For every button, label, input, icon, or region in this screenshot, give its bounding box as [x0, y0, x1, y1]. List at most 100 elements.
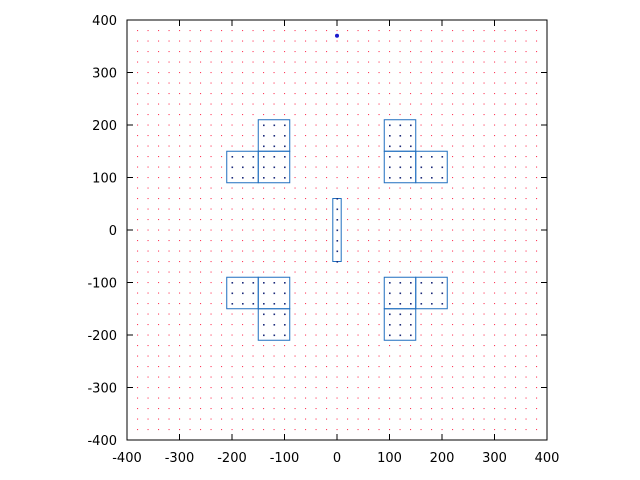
- background-point: [221, 82, 223, 84]
- background-point: [389, 208, 391, 210]
- background-point: [399, 93, 401, 95]
- background-point: [410, 366, 412, 368]
- inner-point: [273, 166, 276, 169]
- background-point: [242, 82, 244, 84]
- background-point: [410, 30, 412, 32]
- background-point: [179, 145, 181, 147]
- background-point: [494, 376, 496, 378]
- background-point: [378, 93, 380, 95]
- background-point: [525, 219, 527, 221]
- background-point: [158, 124, 160, 126]
- background-point: [231, 103, 233, 105]
- background-point: [483, 103, 485, 105]
- background-point: [494, 271, 496, 273]
- background-point: [515, 313, 517, 315]
- inner-point: [284, 135, 286, 137]
- background-point: [420, 271, 422, 273]
- background-point: [273, 345, 275, 347]
- background-point: [168, 40, 170, 42]
- background-point: [294, 345, 296, 347]
- background-point: [473, 429, 475, 431]
- background-point: [347, 313, 349, 315]
- background-point: [431, 334, 433, 336]
- background-point: [515, 303, 517, 305]
- background-point: [525, 397, 527, 399]
- background-point: [525, 261, 527, 263]
- background-point: [158, 397, 160, 399]
- background-point: [137, 366, 139, 368]
- x-tick-label: -200: [217, 451, 247, 466]
- background-point: [200, 376, 202, 378]
- background-point: [252, 135, 254, 137]
- background-point: [462, 313, 464, 315]
- background-point: [305, 429, 307, 431]
- background-point: [515, 292, 517, 294]
- background-point: [347, 208, 349, 210]
- background-point: [168, 271, 170, 273]
- inner-point: [399, 303, 402, 305]
- inner-point: [263, 177, 265, 179]
- inner-point: [420, 166, 423, 169]
- background-point: [483, 240, 485, 242]
- background-point: [378, 40, 380, 42]
- background-point: [284, 376, 286, 378]
- inner-point: [263, 303, 265, 305]
- inner-point: [284, 124, 286, 127]
- background-point: [168, 366, 170, 368]
- background-point: [189, 103, 191, 105]
- background-point: [336, 303, 338, 305]
- background-point: [137, 93, 139, 95]
- background-point: [305, 376, 307, 378]
- background-point: [399, 30, 401, 32]
- background-point: [158, 30, 160, 32]
- background-point: [242, 103, 244, 105]
- background-point: [494, 334, 496, 336]
- background-point: [368, 250, 370, 252]
- background-point: [515, 334, 517, 336]
- inner-point: [273, 156, 276, 158]
- background-point: [504, 40, 506, 42]
- background-point: [515, 397, 517, 399]
- background-point: [357, 198, 359, 200]
- background-point: [494, 51, 496, 53]
- background-point: [294, 387, 296, 389]
- background-point: [483, 408, 485, 410]
- background-point: [420, 355, 422, 357]
- background-point: [536, 376, 538, 378]
- background-point: [399, 240, 401, 242]
- background-point: [368, 240, 370, 242]
- y-tick-label: -100: [87, 277, 117, 292]
- background-point: [441, 93, 443, 95]
- background-point: [525, 418, 527, 420]
- background-point: [431, 271, 433, 273]
- background-point: [294, 72, 296, 74]
- inner-point: [273, 334, 276, 337]
- background-point: [305, 229, 307, 231]
- inner-point: [389, 324, 391, 326]
- background-point: [347, 324, 349, 326]
- inner-point: [410, 166, 412, 169]
- inner-point: [410, 292, 412, 295]
- background-point: [336, 187, 338, 189]
- background-point: [389, 408, 391, 410]
- background-point: [357, 429, 359, 431]
- background-point: [147, 418, 149, 420]
- background-point: [147, 250, 149, 252]
- inner-point: [231, 156, 234, 158]
- background-point: [368, 355, 370, 357]
- background-point: [158, 250, 160, 252]
- background-point: [242, 72, 244, 74]
- background-point: [179, 51, 181, 53]
- background-point: [284, 51, 286, 53]
- background-point: [536, 72, 538, 74]
- inner-point: [410, 135, 412, 137]
- background-point: [231, 250, 233, 252]
- background-point: [536, 82, 538, 84]
- background-point: [378, 177, 380, 179]
- background-point: [431, 72, 433, 74]
- background-point: [210, 166, 212, 168]
- background-point: [357, 51, 359, 53]
- background-point: [210, 408, 212, 410]
- background-point: [525, 271, 527, 273]
- background-point: [147, 366, 149, 368]
